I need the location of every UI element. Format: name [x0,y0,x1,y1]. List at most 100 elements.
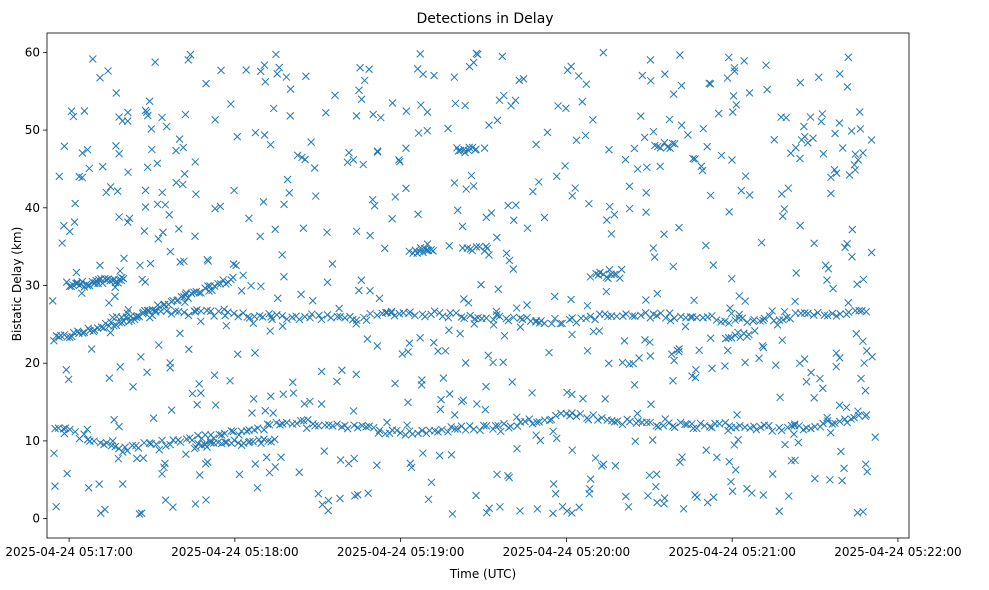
scatter-point [311,421,319,430]
scatter-point [545,416,554,425]
scatter-point [353,423,362,432]
scatter-point [690,296,698,305]
scatter-point [73,327,82,336]
scatter-point [181,298,189,307]
scatter-point [661,314,670,322]
scatter-point [562,104,570,113]
scatter-point [158,469,166,478]
scatter-point [279,390,288,399]
scatter-point [438,425,446,434]
scatter-point [96,73,104,82]
scatter-point [552,172,561,181]
scatter-point [540,213,549,222]
scatter-point [756,423,765,432]
scatter-point [113,187,122,196]
y-axis: 0 10 20 30 40 50 60 [25,45,47,526]
scatter-point [331,91,339,100]
scatter-point [70,218,79,227]
scatter-point [60,221,68,230]
scatter-point [251,128,260,137]
scatter-point [324,496,333,505]
scatter-point [416,333,425,342]
scatter-point [414,429,422,438]
scatter-point [645,471,654,480]
scatter-point [190,444,199,453]
scatter-point [451,425,459,433]
scatter-point [181,290,190,299]
scatter-point [111,283,120,292]
scatter-point [111,292,119,301]
scatter-point [576,409,585,418]
scatter-point [162,307,171,315]
scatter-point [282,73,291,81]
scatter-point [611,461,620,470]
scatter-point [77,289,86,298]
scatter-point [191,232,199,241]
scatter-point [800,309,809,317]
scatter-point [85,164,94,173]
scatter-point [226,376,234,385]
scatter-point [859,337,867,346]
x-tick-label: 2025-04-24 05:22:00 [834,545,961,559]
scatter-point [116,267,124,275]
scatter-point [195,471,204,479]
scatter-point [728,156,736,164]
scatter-point [423,126,432,135]
scatter-point [656,162,665,171]
scatter-point [550,292,559,301]
scatter-point [448,510,457,518]
scatter-point [405,247,414,256]
scatter-point [651,482,660,491]
scatter-point [641,335,649,344]
scatter-point [221,438,230,447]
scatter-point [451,99,460,108]
scatter-point [702,446,711,455]
scatter-point [578,97,587,106]
scatter-point [273,294,282,303]
scatter-point [763,85,772,94]
scatter-point [169,503,177,511]
scatter-point [485,504,494,513]
scatter-point [393,426,401,435]
scatter-point [147,145,156,154]
scatter-point [661,415,670,423]
scatter-point [174,225,183,233]
scatter-point [359,160,368,169]
scatter-point [697,162,706,171]
x-tick-label: 2025-04-24 05:20:00 [503,545,630,559]
scatter-point [757,238,766,247]
scatter-point [444,124,452,133]
scatter-point [124,305,133,314]
scatter-point [515,76,524,85]
scatter-point [568,330,576,339]
scatter-point [429,338,438,347]
scatter-point [195,380,204,388]
scatter-point [464,146,473,155]
scatter-point [310,164,319,172]
scatter-point [80,107,89,115]
scatter-point [692,424,701,433]
scatter-point [60,429,69,438]
scatter-point [696,419,705,428]
scatter-point [735,310,744,319]
scatter-point [859,149,867,157]
scatter-point [283,175,292,184]
scatter-point [311,192,320,200]
scatter-point [648,436,657,444]
scatter-point [149,414,158,422]
scatter-point [114,279,122,287]
scatter-point [581,131,590,140]
scatter-point [692,313,701,322]
scatter-point [286,112,295,120]
scatter-point [246,437,254,446]
scatter-point [343,158,352,167]
scatter-point [421,312,429,321]
scatter-point [298,153,306,162]
scatter-point [307,310,316,319]
scatter-point [179,143,188,152]
scatter-point [591,454,600,462]
scatter-point [106,276,114,285]
scatter-point [604,359,613,368]
scatter-point [192,190,200,199]
scatter-point [806,113,815,121]
